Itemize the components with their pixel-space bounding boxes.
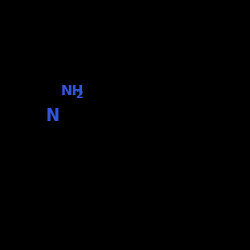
Text: N: N [45, 106, 59, 124]
Text: NH: NH [61, 84, 84, 98]
Text: 2: 2 [75, 90, 83, 100]
